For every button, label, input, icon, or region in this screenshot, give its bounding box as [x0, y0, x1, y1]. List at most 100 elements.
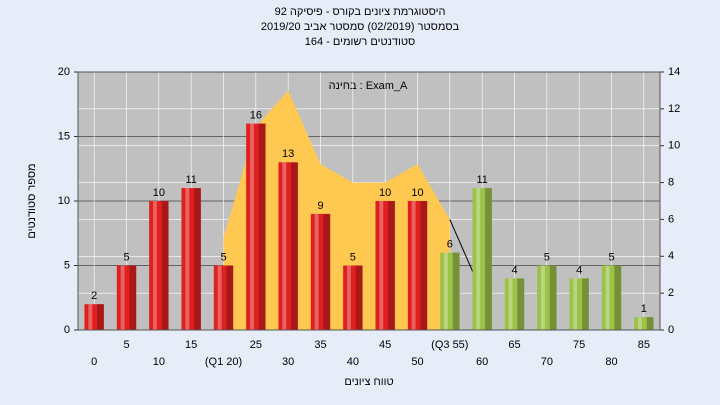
- bar: [213, 265, 234, 330]
- x-tick-label: 25: [250, 339, 262, 351]
- y-tick-label: 0: [64, 324, 70, 336]
- x-tick-label: 30: [282, 356, 294, 368]
- value-label: 5: [220, 251, 226, 263]
- y2-tick-label: 8: [668, 176, 674, 188]
- chart-title: היסטוגרמת ציונים בקורס - פיסיקה 92: [275, 6, 446, 18]
- y-tick-label: 10: [58, 195, 70, 207]
- y2-tick-label: 4: [668, 250, 674, 262]
- x-tick-label: 65: [508, 339, 520, 351]
- bar-highlight: [605, 265, 610, 330]
- bar-shade: [355, 265, 363, 330]
- y-axis-label: מספר סטודנטים: [26, 163, 38, 238]
- bar: [246, 123, 266, 330]
- bar: [181, 188, 201, 330]
- bar-highlight: [476, 188, 481, 330]
- bar-highlight: [379, 201, 384, 330]
- chart-subtitle: 164 - סטודנטים רשומים: [305, 36, 416, 48]
- y2-tick-label: 6: [668, 213, 674, 225]
- bar-shade: [485, 188, 492, 330]
- value-label: 5: [544, 251, 550, 263]
- value-label: 13: [282, 148, 294, 160]
- bar-shade: [226, 265, 234, 330]
- y-tick-label: 5: [64, 259, 70, 271]
- value-label: 9: [317, 200, 323, 212]
- bar-highlight: [185, 188, 190, 330]
- bar: [472, 188, 492, 330]
- bar: [149, 201, 169, 330]
- y2-tick-label: 2: [668, 287, 674, 299]
- bar-highlight: [120, 265, 125, 330]
- value-label: 2: [91, 290, 97, 302]
- x-tick-label: 75: [573, 339, 585, 351]
- value-label: 6: [447, 239, 453, 251]
- value-label: 11: [185, 174, 196, 186]
- value-label: 11: [476, 174, 487, 186]
- bar-highlight: [88, 304, 93, 330]
- y-tick-label: 20: [58, 66, 70, 78]
- bar-highlight: [411, 201, 416, 330]
- bar-highlight: [250, 123, 254, 330]
- bar-shade: [323, 213, 331, 330]
- x-tick-label: 40: [347, 356, 359, 368]
- bar-shade: [194, 188, 201, 330]
- bar-shade: [420, 201, 428, 330]
- bar: [569, 278, 589, 330]
- value-label: 10: [411, 187, 423, 199]
- bar-highlight: [314, 213, 319, 330]
- x-tick-label: 85: [638, 339, 650, 351]
- y2-tick-label: 10: [668, 140, 680, 152]
- bar-highlight: [573, 278, 578, 330]
- bar-highlight: [217, 265, 222, 330]
- value-label: 4: [511, 264, 517, 276]
- x-tick-label: 10: [153, 356, 165, 368]
- bar-shade: [258, 123, 266, 330]
- bar-shade: [452, 252, 460, 330]
- bar-shade: [161, 201, 169, 330]
- annotation: בחינה : Exam_A: [329, 80, 408, 92]
- x-tick-label: 15: [185, 339, 197, 351]
- bar-shade: [388, 201, 395, 330]
- bar: [440, 252, 460, 330]
- bar-highlight: [347, 265, 351, 330]
- bar-shade: [129, 265, 137, 330]
- bar-highlight: [444, 252, 448, 330]
- x-tick-label: 5: [123, 339, 129, 351]
- value-label: 1: [641, 303, 647, 315]
- value-label: 16: [250, 110, 262, 122]
- x-tick-label: 45: [379, 339, 391, 351]
- bar-shade: [582, 278, 589, 330]
- bar: [375, 201, 395, 330]
- value-label: 5: [123, 251, 129, 263]
- value-label: 10: [379, 187, 391, 199]
- bar: [310, 213, 331, 330]
- bar-shade: [614, 265, 622, 330]
- bar-shade: [517, 278, 525, 330]
- x-tick-label: 80: [605, 356, 617, 368]
- x-tick-label: 0: [91, 356, 97, 368]
- bar: [601, 265, 622, 330]
- bar-highlight: [508, 278, 513, 330]
- y2-tick-label: 0: [668, 324, 674, 336]
- value-label: 5: [350, 251, 356, 263]
- bar-shade: [291, 162, 298, 330]
- y-tick-label: 15: [58, 130, 70, 142]
- bar: [84, 304, 104, 330]
- bar-shade: [646, 317, 654, 330]
- chart-subtitle: בסמסטר (02/2019) סמסטר אביב 2019/20: [261, 21, 460, 33]
- plot-border: [77, 71, 661, 331]
- value-label: 4: [576, 264, 582, 276]
- x-tick-label: 70: [541, 356, 553, 368]
- bar: [407, 201, 428, 330]
- bar: [634, 317, 654, 330]
- y2-tick-label: 14: [668, 66, 680, 78]
- x-tick-label: 60: [476, 356, 488, 368]
- bar-highlight: [541, 265, 545, 330]
- x-axis-label: טווח ציונים: [344, 376, 393, 388]
- bar-highlight: [282, 162, 287, 330]
- bar-shade: [97, 304, 104, 330]
- bar-highlight: [638, 317, 642, 330]
- bar: [343, 265, 363, 330]
- y2-tick-label: 12: [668, 103, 680, 115]
